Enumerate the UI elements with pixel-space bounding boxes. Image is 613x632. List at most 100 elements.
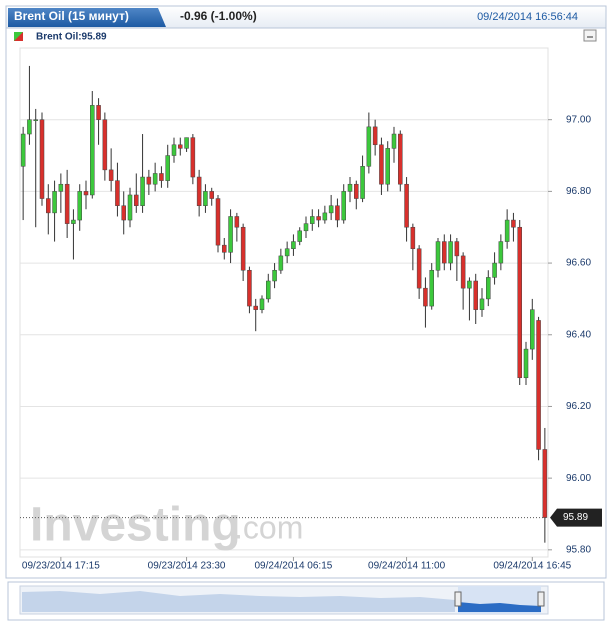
candle-body xyxy=(253,305,258,310)
candle-body xyxy=(517,226,522,379)
minimize-button[interactable] xyxy=(583,29,597,42)
navigator-handle-left[interactable] xyxy=(454,591,462,607)
candle-body xyxy=(366,126,372,167)
candle-body xyxy=(391,133,397,149)
candle-body xyxy=(530,309,535,350)
candle-body xyxy=(291,241,296,249)
candle-body xyxy=(454,241,460,257)
candle-body xyxy=(171,144,177,156)
candle-body xyxy=(247,269,252,307)
candle-body xyxy=(215,198,221,246)
candles xyxy=(20,65,548,543)
candle-body xyxy=(347,183,353,192)
candle-body xyxy=(259,298,265,310)
candle-body xyxy=(121,205,126,221)
candle-body xyxy=(266,280,271,300)
x-tick-label: 09/23/2014 17:15 xyxy=(22,561,100,572)
candle-body xyxy=(71,219,76,224)
candle-body xyxy=(90,105,95,196)
candle-body xyxy=(96,105,101,120)
candle-body xyxy=(272,269,277,282)
candle-body xyxy=(423,287,428,307)
y-tick-label: 96.40 xyxy=(566,329,591,340)
candle-body xyxy=(486,277,491,300)
candle-body xyxy=(542,449,548,518)
candle-body xyxy=(140,176,145,206)
candle-body xyxy=(184,137,189,149)
candle-body xyxy=(284,248,290,257)
watermark-suffix: .com xyxy=(234,509,303,545)
candle-body xyxy=(410,226,416,249)
candle-body xyxy=(372,126,378,146)
candle-body xyxy=(467,280,472,289)
candle-body xyxy=(190,137,196,178)
candle-body xyxy=(504,219,510,242)
candle-body xyxy=(64,183,70,224)
axes: 95.80 96.00 96.20 96.40 96.60 96.80 97.00 09/23… xyxy=(20,114,602,572)
candle-body xyxy=(536,320,541,450)
tab-title: Brent Oil (15 минут) xyxy=(14,9,129,23)
y-tick-label: 95.80 xyxy=(566,544,591,555)
navigator-history xyxy=(22,591,455,612)
grid xyxy=(20,119,548,551)
candle-body xyxy=(316,216,321,221)
candle-body xyxy=(479,298,485,310)
candle-body xyxy=(108,169,114,181)
candle-body xyxy=(492,262,497,278)
candle-body xyxy=(102,119,108,171)
watermark: Investing xyxy=(30,499,241,552)
candle-body xyxy=(310,216,315,224)
candle-body xyxy=(234,216,240,228)
candle-body xyxy=(27,119,32,135)
legend-label: Brent Oil:95.89 xyxy=(36,32,107,43)
last-price-tag xyxy=(550,508,602,527)
candle-body xyxy=(165,155,170,181)
candle-body xyxy=(196,176,202,206)
candle-body xyxy=(58,183,64,192)
candle-body xyxy=(360,166,365,199)
x-tick-label: 09/24/2014 11:00 xyxy=(368,561,446,572)
candle-body xyxy=(146,176,152,185)
candle-body xyxy=(385,148,390,185)
candle-body xyxy=(228,216,233,253)
candle-body xyxy=(523,348,529,379)
y-tick-label: 96.80 xyxy=(566,186,591,197)
legend-icon-half xyxy=(14,32,23,41)
candle-body xyxy=(203,191,208,206)
candle-body xyxy=(152,173,158,185)
candle-body xyxy=(115,180,120,206)
candle-body xyxy=(448,241,453,264)
candle-body xyxy=(398,133,403,185)
candle-body xyxy=(511,219,516,228)
candle-body xyxy=(39,119,45,199)
candle-body xyxy=(159,173,164,181)
tab xyxy=(8,8,166,27)
candle-body xyxy=(278,255,284,271)
candle-body xyxy=(354,183,359,199)
candle-body xyxy=(335,205,340,221)
candle-body xyxy=(52,191,57,214)
last-price-label: 95.89 xyxy=(563,512,588,523)
candle-body xyxy=(297,230,302,242)
candle-body xyxy=(379,144,384,185)
candle-body xyxy=(322,212,328,221)
candle-body xyxy=(240,226,246,271)
change: -0.96 (-1.00%) xyxy=(180,9,257,23)
candle-body xyxy=(33,119,38,121)
candle-body xyxy=(328,205,334,214)
x-tick-label: 09/23/2014 23:30 xyxy=(148,561,226,572)
y-tick-label: 96.20 xyxy=(566,401,591,412)
candle-body xyxy=(416,248,422,289)
candle-body xyxy=(435,241,441,271)
navigator-window-series xyxy=(458,602,541,612)
navigator-handle-right[interactable] xyxy=(537,591,545,607)
candle-body xyxy=(473,280,478,310)
candle-body xyxy=(429,269,434,307)
candle-body xyxy=(404,183,409,228)
candle-body xyxy=(460,255,466,289)
x-tick-label: 09/24/2014 06:15 xyxy=(254,561,332,572)
y-tick-label: 96.00 xyxy=(566,473,591,484)
candle-body xyxy=(341,191,346,221)
